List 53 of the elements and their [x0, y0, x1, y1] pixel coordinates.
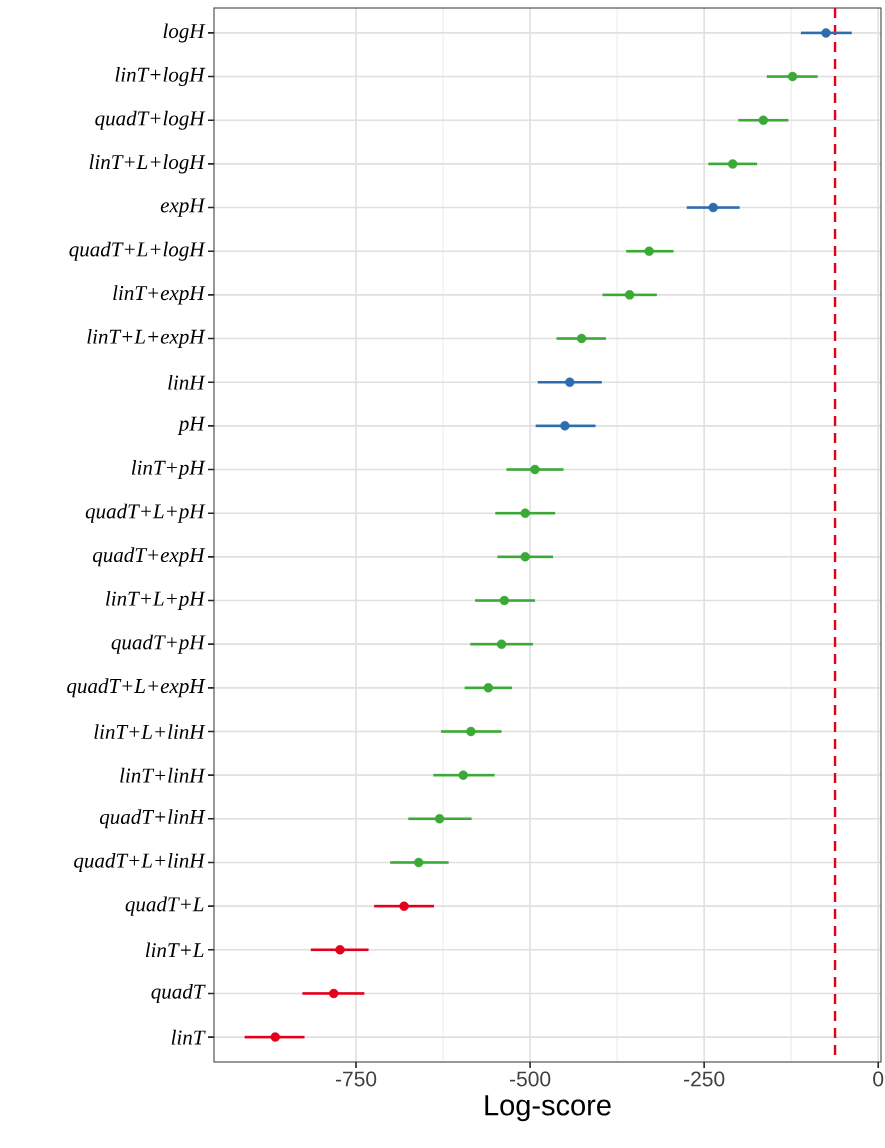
point [499, 595, 510, 606]
y-tick-label: linT+L+logH [89, 154, 206, 174]
x-tick-label: -500 [510, 1071, 551, 1087]
point [644, 246, 654, 256]
y-tick-label: linT+L+pH [106, 590, 206, 611]
point [466, 726, 476, 737]
point [458, 770, 468, 780]
point [787, 71, 798, 82]
y-tick-label: quadT+logH [95, 110, 206, 130]
y-tick-label: logH [163, 23, 206, 43]
point [496, 639, 507, 649]
y-tick-label: linT+expH [113, 285, 206, 305]
y-tick-label: quadT+L+expH [67, 678, 206, 698]
x-axis-title: Log-score [485, 1095, 611, 1122]
y-tick-label: quadT+L [125, 896, 204, 916]
y-tick-label: linT+L [145, 942, 204, 958]
point [624, 290, 635, 300]
y-tick-label: quadT+L+logH [69, 241, 206, 261]
y-tick-label: linT [171, 1029, 206, 1045]
y-tick-label: linT+L+expH [87, 329, 206, 349]
point [530, 464, 540, 475]
x-tick-label: -750 [335, 1071, 377, 1087]
point [335, 945, 345, 955]
point [758, 115, 769, 125]
y-tick-label: linH [168, 374, 206, 390]
y-tick-label: quadT+L+linH [74, 852, 206, 872]
y-tick-label: linT+pH [131, 460, 206, 480]
point [565, 377, 575, 387]
point [434, 814, 445, 824]
point [520, 508, 530, 518]
point [520, 552, 530, 562]
y-tick-label: quadT [151, 983, 206, 1003]
y-tick-label: linT+linH [120, 767, 206, 783]
point [329, 988, 339, 999]
y-tick-label: quadT+expH [93, 547, 206, 567]
y-tick-label: pH [177, 416, 206, 435]
y-tick-label: expH [160, 198, 206, 217]
x-tick-label: -250 [684, 1071, 725, 1087]
point [576, 333, 587, 344]
point [483, 683, 494, 693]
point [708, 202, 718, 213]
y-tick-label: linT+L+linH [94, 724, 206, 739]
point [821, 28, 831, 38]
point [560, 421, 570, 431]
point [728, 159, 738, 169]
point [413, 857, 424, 868]
point [399, 901, 409, 911]
x-tick-label: 0 [873, 1071, 884, 1087]
y-tick-label: quadT+L+pH [85, 503, 206, 523]
point [270, 1032, 280, 1042]
y-tick-label: linT+logH [115, 67, 206, 87]
y-tick-label: quadT+linH [99, 809, 206, 829]
y-tick-label: quadT+pH [111, 634, 206, 654]
